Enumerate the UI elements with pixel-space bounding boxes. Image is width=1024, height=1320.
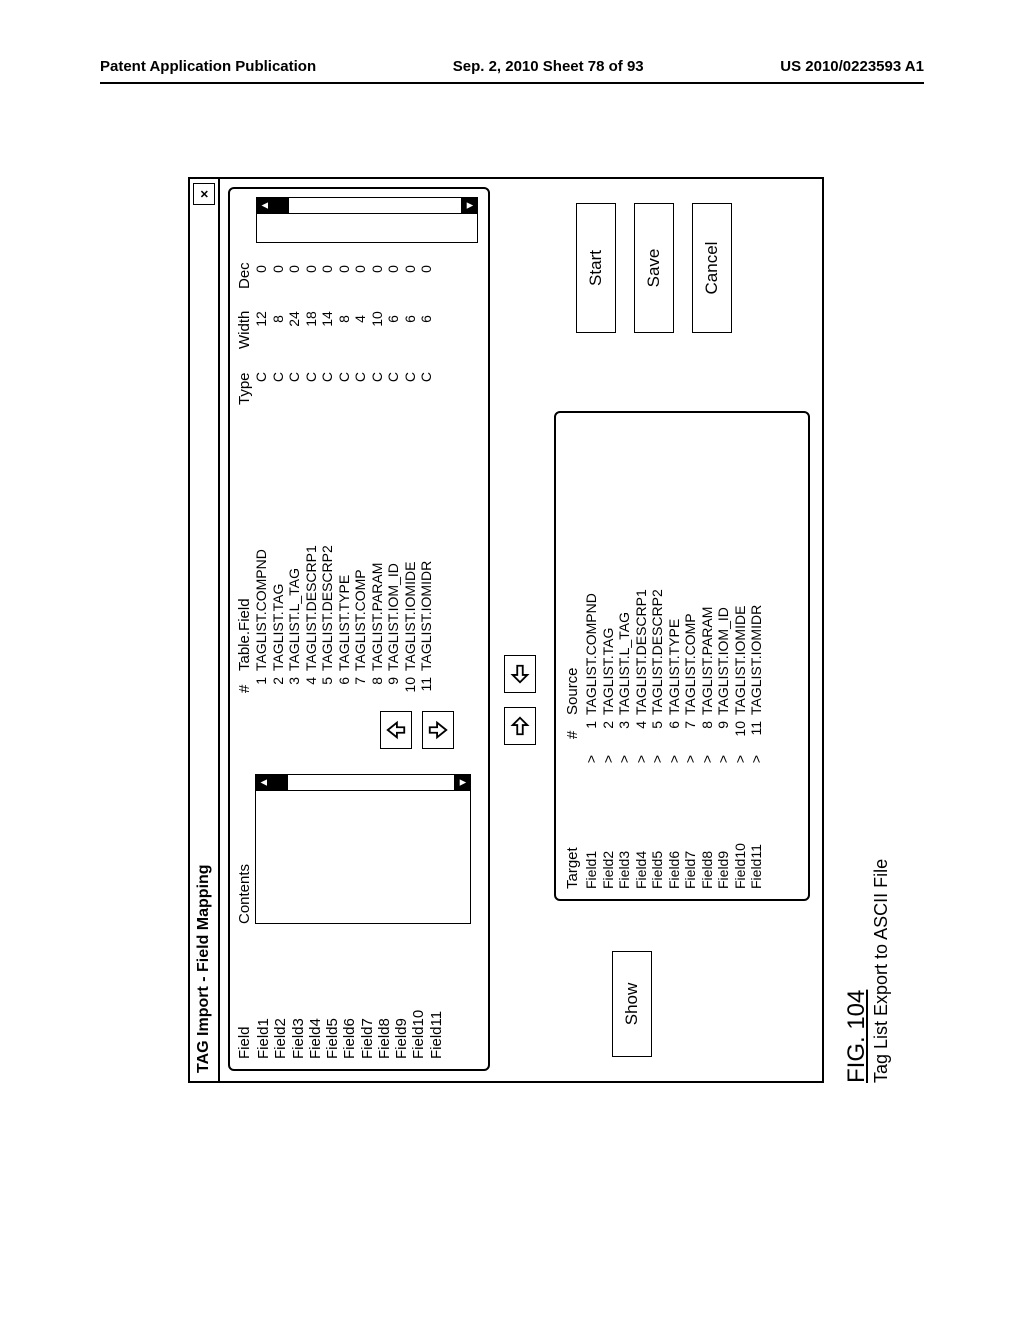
field-row[interactable]: Field5 xyxy=(324,949,341,1059)
table-field-column: # Table.Field 1TAGLIST.COMPND2TAGLIST.TA… xyxy=(236,413,435,693)
contents-scrollbar[interactable]: ▲ ▼ xyxy=(256,775,470,791)
figure-caption: FIG. 104 Tag List Export to ASCII File xyxy=(843,859,892,1083)
dec-header: Dec xyxy=(236,249,253,289)
tablefield-row[interactable]: 7TAGLIST.COMP xyxy=(352,413,369,693)
field-row[interactable]: Field10 xyxy=(410,949,427,1059)
mapping-row[interactable]: Field11>11TAGLIST.IOMIDR xyxy=(748,423,765,889)
tablefield-row[interactable]: 9TAGLIST.IOM_ID xyxy=(385,413,402,693)
dialog-body: Field Field1Field2Field3Field4Field5Fiel… xyxy=(220,179,822,1081)
tablefield-row[interactable]: 5TAGLIST.DESCRP2 xyxy=(319,413,336,693)
num-header: # xyxy=(236,671,253,693)
scroll-up-icon[interactable]: ▲ xyxy=(257,198,273,213)
mapping-row[interactable]: Field2>2TAGLIST.TAG xyxy=(600,423,617,889)
field-row[interactable]: Field6 xyxy=(341,949,358,1059)
field-row[interactable]: Field2 xyxy=(272,949,289,1059)
close-icon: × xyxy=(197,190,211,198)
field-row[interactable]: Field7 xyxy=(359,949,376,1059)
cancel-button[interactable]: Cancel xyxy=(692,203,732,333)
num-header-2: # xyxy=(564,715,581,739)
action-buttons: Start Save Cancel xyxy=(576,203,732,333)
figure-text: Tag List Export to ASCII File xyxy=(871,859,892,1083)
save-label: Save xyxy=(644,249,664,288)
assign-left-button[interactable] xyxy=(504,655,536,693)
field-row[interactable]: Field4 xyxy=(307,949,324,1059)
mapping-row[interactable]: Field3>3TAGLIST.L_TAG xyxy=(616,423,633,889)
target-header: Target xyxy=(564,779,581,889)
top-panel: Field Field1Field2Field3Field4Field5Fiel… xyxy=(228,187,490,1071)
field-list: Field Field1Field2Field3Field4Field5Fiel… xyxy=(236,949,445,1059)
figure-number: FIG. 104 xyxy=(843,859,871,1083)
field-header: Field xyxy=(236,949,253,1059)
width-header: Width xyxy=(236,289,253,349)
arrow-down-icon xyxy=(427,719,449,741)
move-up-button[interactable] xyxy=(380,711,412,749)
mapping-row[interactable]: Field10>10TAGLIST.IOMIDE xyxy=(732,423,749,889)
type-header: Type xyxy=(236,349,253,405)
save-button[interactable]: Save xyxy=(634,203,674,333)
spacer xyxy=(564,739,581,779)
tablefield-header: Table.Field xyxy=(236,413,253,671)
assign-arrows xyxy=(504,655,536,745)
show-label: Show xyxy=(622,983,642,1026)
header-rule xyxy=(100,82,924,84)
move-down-button[interactable] xyxy=(422,711,454,749)
bottom-area: Show Target # Source Field1>1TAGLIST.COM… xyxy=(554,189,814,1071)
mapping-row[interactable]: Field6>6TAGLIST.TYPE xyxy=(666,423,683,889)
scroll-thumb[interactable] xyxy=(272,775,288,790)
page-header: Patent Application Publication Sep. 2, 2… xyxy=(100,58,924,75)
scroll-down-icon[interactable]: ▼ xyxy=(461,198,477,213)
mapping-row[interactable]: Field4>4TAGLIST.DESCRP1 xyxy=(633,423,650,889)
tablefield-row[interactable]: 4TAGLIST.DESCRP1 xyxy=(303,413,320,693)
scroll-down-icon[interactable]: ▼ xyxy=(454,775,470,790)
start-label: Start xyxy=(586,250,606,286)
tablefield-row[interactable]: 1TAGLIST.COMPND xyxy=(253,413,270,693)
field-mapping-dialog: TAG Import - Field Mapping × Field Field… xyxy=(188,177,824,1083)
contents-listbox[interactable]: ▲ ▼ xyxy=(255,774,471,924)
tablefield-row[interactable]: 3TAGLIST.L_TAG xyxy=(286,413,303,693)
mapping-row[interactable]: Field9>9TAGLIST.IOM_ID xyxy=(715,423,732,889)
arrow-right-icon xyxy=(509,715,531,737)
field-row[interactable]: Field8 xyxy=(376,949,393,1059)
field-row[interactable]: Field9 xyxy=(393,949,410,1059)
field-row[interactable]: Field1 xyxy=(255,949,272,1059)
field-row[interactable]: Field11 xyxy=(428,949,445,1059)
figure-area: TAG Import - Field Mapping × Field Field… xyxy=(53,227,973,1033)
arrow-up-icon xyxy=(385,719,407,741)
header-center: Sep. 2, 2010 Sheet 78 of 93 xyxy=(453,58,644,75)
contents-column: Contents ▲ ▼ xyxy=(236,754,480,924)
scroll-up-icon[interactable]: ▲ xyxy=(256,775,272,790)
mapping-row[interactable]: Field8>8TAGLIST.PARAM xyxy=(699,423,716,889)
arrow-left-icon xyxy=(509,663,531,685)
scroll-thumb[interactable] xyxy=(273,198,289,213)
dec-scrollbar[interactable]: ▲ ▼ xyxy=(257,198,477,214)
field-row[interactable]: Field3 xyxy=(290,949,307,1059)
tablefield-row[interactable]: 2TAGLIST.TAG xyxy=(270,413,287,693)
tablefield-row[interactable]: 11TAGLIST.IOMIDR xyxy=(418,413,435,693)
target-source-panel: Target # Source Field1>1TAGLIST.COMPNDFi… xyxy=(554,411,810,901)
cancel-label: Cancel xyxy=(702,242,722,295)
mapping-row[interactable]: Field1>1TAGLIST.COMPND xyxy=(583,423,600,889)
tablefield-row[interactable]: 10TAGLIST.IOMIDE xyxy=(402,413,419,693)
dialog-title: TAG Import - Field Mapping xyxy=(195,864,213,1073)
dec-listbox[interactable]: ▲ ▼ xyxy=(256,197,478,243)
close-button[interactable]: × xyxy=(193,183,215,205)
source-header: Source xyxy=(564,423,581,715)
start-button[interactable]: Start xyxy=(576,203,616,333)
header-right: US 2010/0223593 A1 xyxy=(780,58,924,75)
mapping-row[interactable]: Field7>7TAGLIST.COMP xyxy=(682,423,699,889)
header-left: Patent Application Publication xyxy=(100,58,316,75)
assign-right-button[interactable] xyxy=(504,707,536,745)
tablefield-row[interactable]: 8TAGLIST.PARAM xyxy=(369,413,386,693)
tablefield-row[interactable]: 6TAGLIST.TYPE xyxy=(336,413,353,693)
mapping-row[interactable]: Field5>5TAGLIST.DESCRP2 xyxy=(649,423,666,889)
titlebar: TAG Import - Field Mapping × xyxy=(190,179,220,1081)
reorder-arrows xyxy=(380,711,454,749)
show-button[interactable]: Show xyxy=(612,951,652,1057)
contents-header: Contents xyxy=(236,754,253,924)
